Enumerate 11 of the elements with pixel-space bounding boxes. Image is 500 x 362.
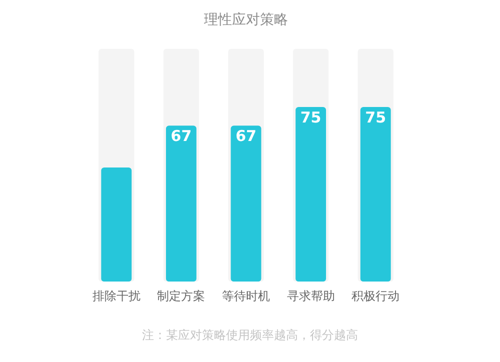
- data-label: 67: [236, 127, 256, 146]
- x-tick-label: 积极行动: [352, 288, 400, 303]
- x-tick-label: 寻求帮助: [286, 288, 335, 303]
- x-tick-label: 等待时机: [222, 288, 270, 303]
- data-label: 75: [300, 108, 322, 126]
- x-tick-label: 排除干扰: [92, 288, 140, 303]
- data-label: 67: [170, 127, 192, 146]
- data-label: 75: [365, 108, 386, 126]
- chart-title: 理性应对策略: [204, 12, 288, 28]
- x-tick-label: 制定方案: [157, 288, 206, 303]
- text: 注：某应对策略使用频率越高，得分越高: [142, 328, 358, 342]
